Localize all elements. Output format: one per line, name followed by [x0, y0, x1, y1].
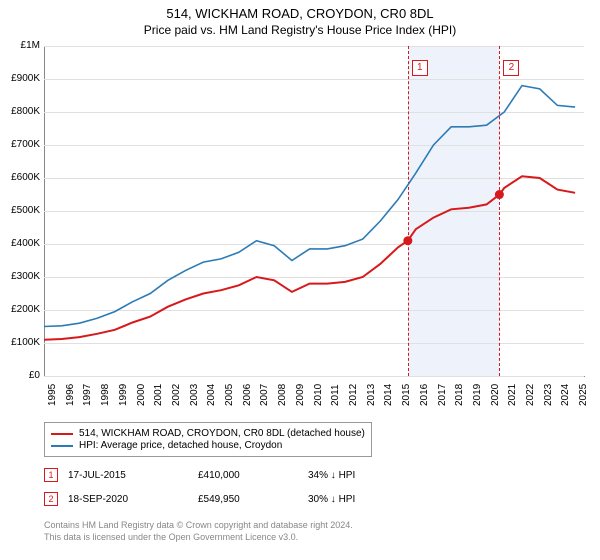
- gridline: [44, 310, 584, 311]
- sale-marker-label: 1: [412, 60, 428, 76]
- legend-swatch: [51, 445, 73, 447]
- gridline: [44, 277, 584, 278]
- chart-title: 514, WICKHAM ROAD, CROYDON, CR0 8DL: [0, 0, 600, 21]
- gridline: [44, 178, 584, 179]
- x-tick-label: 2008: [277, 384, 288, 406]
- x-tick-label: 2019: [472, 384, 483, 406]
- x-tick-label: 2017: [437, 384, 448, 406]
- y-tick-label: £400K: [4, 238, 40, 249]
- gridline: [44, 112, 584, 113]
- sale-marker-label: 2: [503, 60, 519, 76]
- x-tick-label: 2018: [454, 384, 465, 406]
- gridline: [44, 145, 584, 146]
- gridline: [44, 211, 584, 212]
- transaction-marker: 1: [44, 468, 58, 482]
- sale-vline: [408, 46, 409, 376]
- footer-line-2: This data is licensed under the Open Gov…: [44, 532, 298, 542]
- transaction-date: 18-SEP-2020: [68, 494, 198, 505]
- y-tick-label: £100K: [4, 337, 40, 348]
- y-tick-label: £200K: [4, 304, 40, 315]
- transaction-diff: 30% ↓ HPI: [308, 494, 418, 505]
- x-tick-label: 1996: [65, 384, 76, 406]
- x-tick-label: 1998: [100, 384, 111, 406]
- x-tick-label: 2015: [401, 384, 412, 406]
- x-tick-label: 1995: [47, 384, 58, 406]
- x-tick-label: 2009: [295, 384, 306, 406]
- legend-label: HPI: Average price, detached house, Croy…: [79, 440, 282, 451]
- y-tick-label: £300K: [4, 271, 40, 282]
- x-tick-label: 2016: [419, 384, 430, 406]
- y-tick-label: £0: [4, 370, 40, 381]
- x-tick-label: 2013: [366, 384, 377, 406]
- x-tick-label: 2024: [560, 384, 571, 406]
- transaction-diff: 34% ↓ HPI: [308, 470, 418, 481]
- x-tick-label: 2023: [543, 384, 554, 406]
- legend-item: 514, WICKHAM ROAD, CROYDON, CR0 8DL (det…: [51, 428, 365, 439]
- x-tick-label: 2002: [171, 384, 182, 406]
- x-tick-label: 2025: [578, 384, 589, 406]
- gridline: [44, 244, 584, 245]
- x-tick-label: 2007: [259, 384, 270, 406]
- sale-vline: [499, 46, 500, 376]
- legend-item: HPI: Average price, detached house, Croy…: [51, 440, 365, 451]
- y-tick-label: £600K: [4, 172, 40, 183]
- x-tick-label: 2012: [348, 384, 359, 406]
- transaction-price: £410,000: [198, 470, 308, 481]
- transaction-marker: 2: [44, 492, 58, 506]
- legend-swatch: [51, 433, 73, 435]
- y-tick-label: £800K: [4, 106, 40, 117]
- x-tick-label: 2003: [189, 384, 200, 406]
- transaction-table: 1 17-JUL-2015£410,00034% ↓ HPI 2 18-SEP-202…: [44, 468, 418, 516]
- gridline: [44, 79, 584, 80]
- legend: 514, WICKHAM ROAD, CROYDON, CR0 8DL (det…: [44, 422, 372, 457]
- x-tick-label: 2021: [507, 384, 518, 406]
- transaction-row: 1 17-JUL-2015£410,00034% ↓ HPI: [44, 468, 418, 482]
- gridline: [44, 343, 584, 344]
- x-tick-label: 2011: [330, 384, 341, 406]
- y-tick-label: £900K: [4, 73, 40, 84]
- y-tick-label: £1M: [4, 40, 40, 51]
- x-tick-label: 1999: [118, 384, 129, 406]
- x-tick-label: 2004: [206, 384, 217, 406]
- x-tick-label: 2001: [153, 384, 164, 406]
- x-tick-label: 2005: [224, 384, 235, 406]
- gridline: [44, 46, 584, 47]
- gridline: [44, 376, 584, 377]
- x-tick-label: 2014: [383, 384, 394, 406]
- x-tick-label: 1997: [82, 384, 93, 406]
- x-tick-label: 2000: [136, 384, 147, 406]
- legend-label: 514, WICKHAM ROAD, CROYDON, CR0 8DL (det…: [79, 428, 365, 439]
- transaction-row: 2 18-SEP-2020£549,95030% ↓ HPI: [44, 492, 418, 506]
- x-tick-label: 2020: [490, 384, 501, 406]
- x-tick-label: 2006: [242, 384, 253, 406]
- y-tick-label: £500K: [4, 205, 40, 216]
- x-tick-label: 2010: [313, 384, 324, 406]
- y-tick-label: £700K: [4, 139, 40, 150]
- chart-subtitle: Price paid vs. HM Land Registry's House …: [0, 23, 600, 37]
- footer-line-1: Contains HM Land Registry data © Crown c…: [44, 520, 353, 530]
- transaction-date: 17-JUL-2015: [68, 470, 198, 481]
- x-tick-label: 2022: [525, 384, 536, 406]
- transaction-price: £549,950: [198, 494, 308, 505]
